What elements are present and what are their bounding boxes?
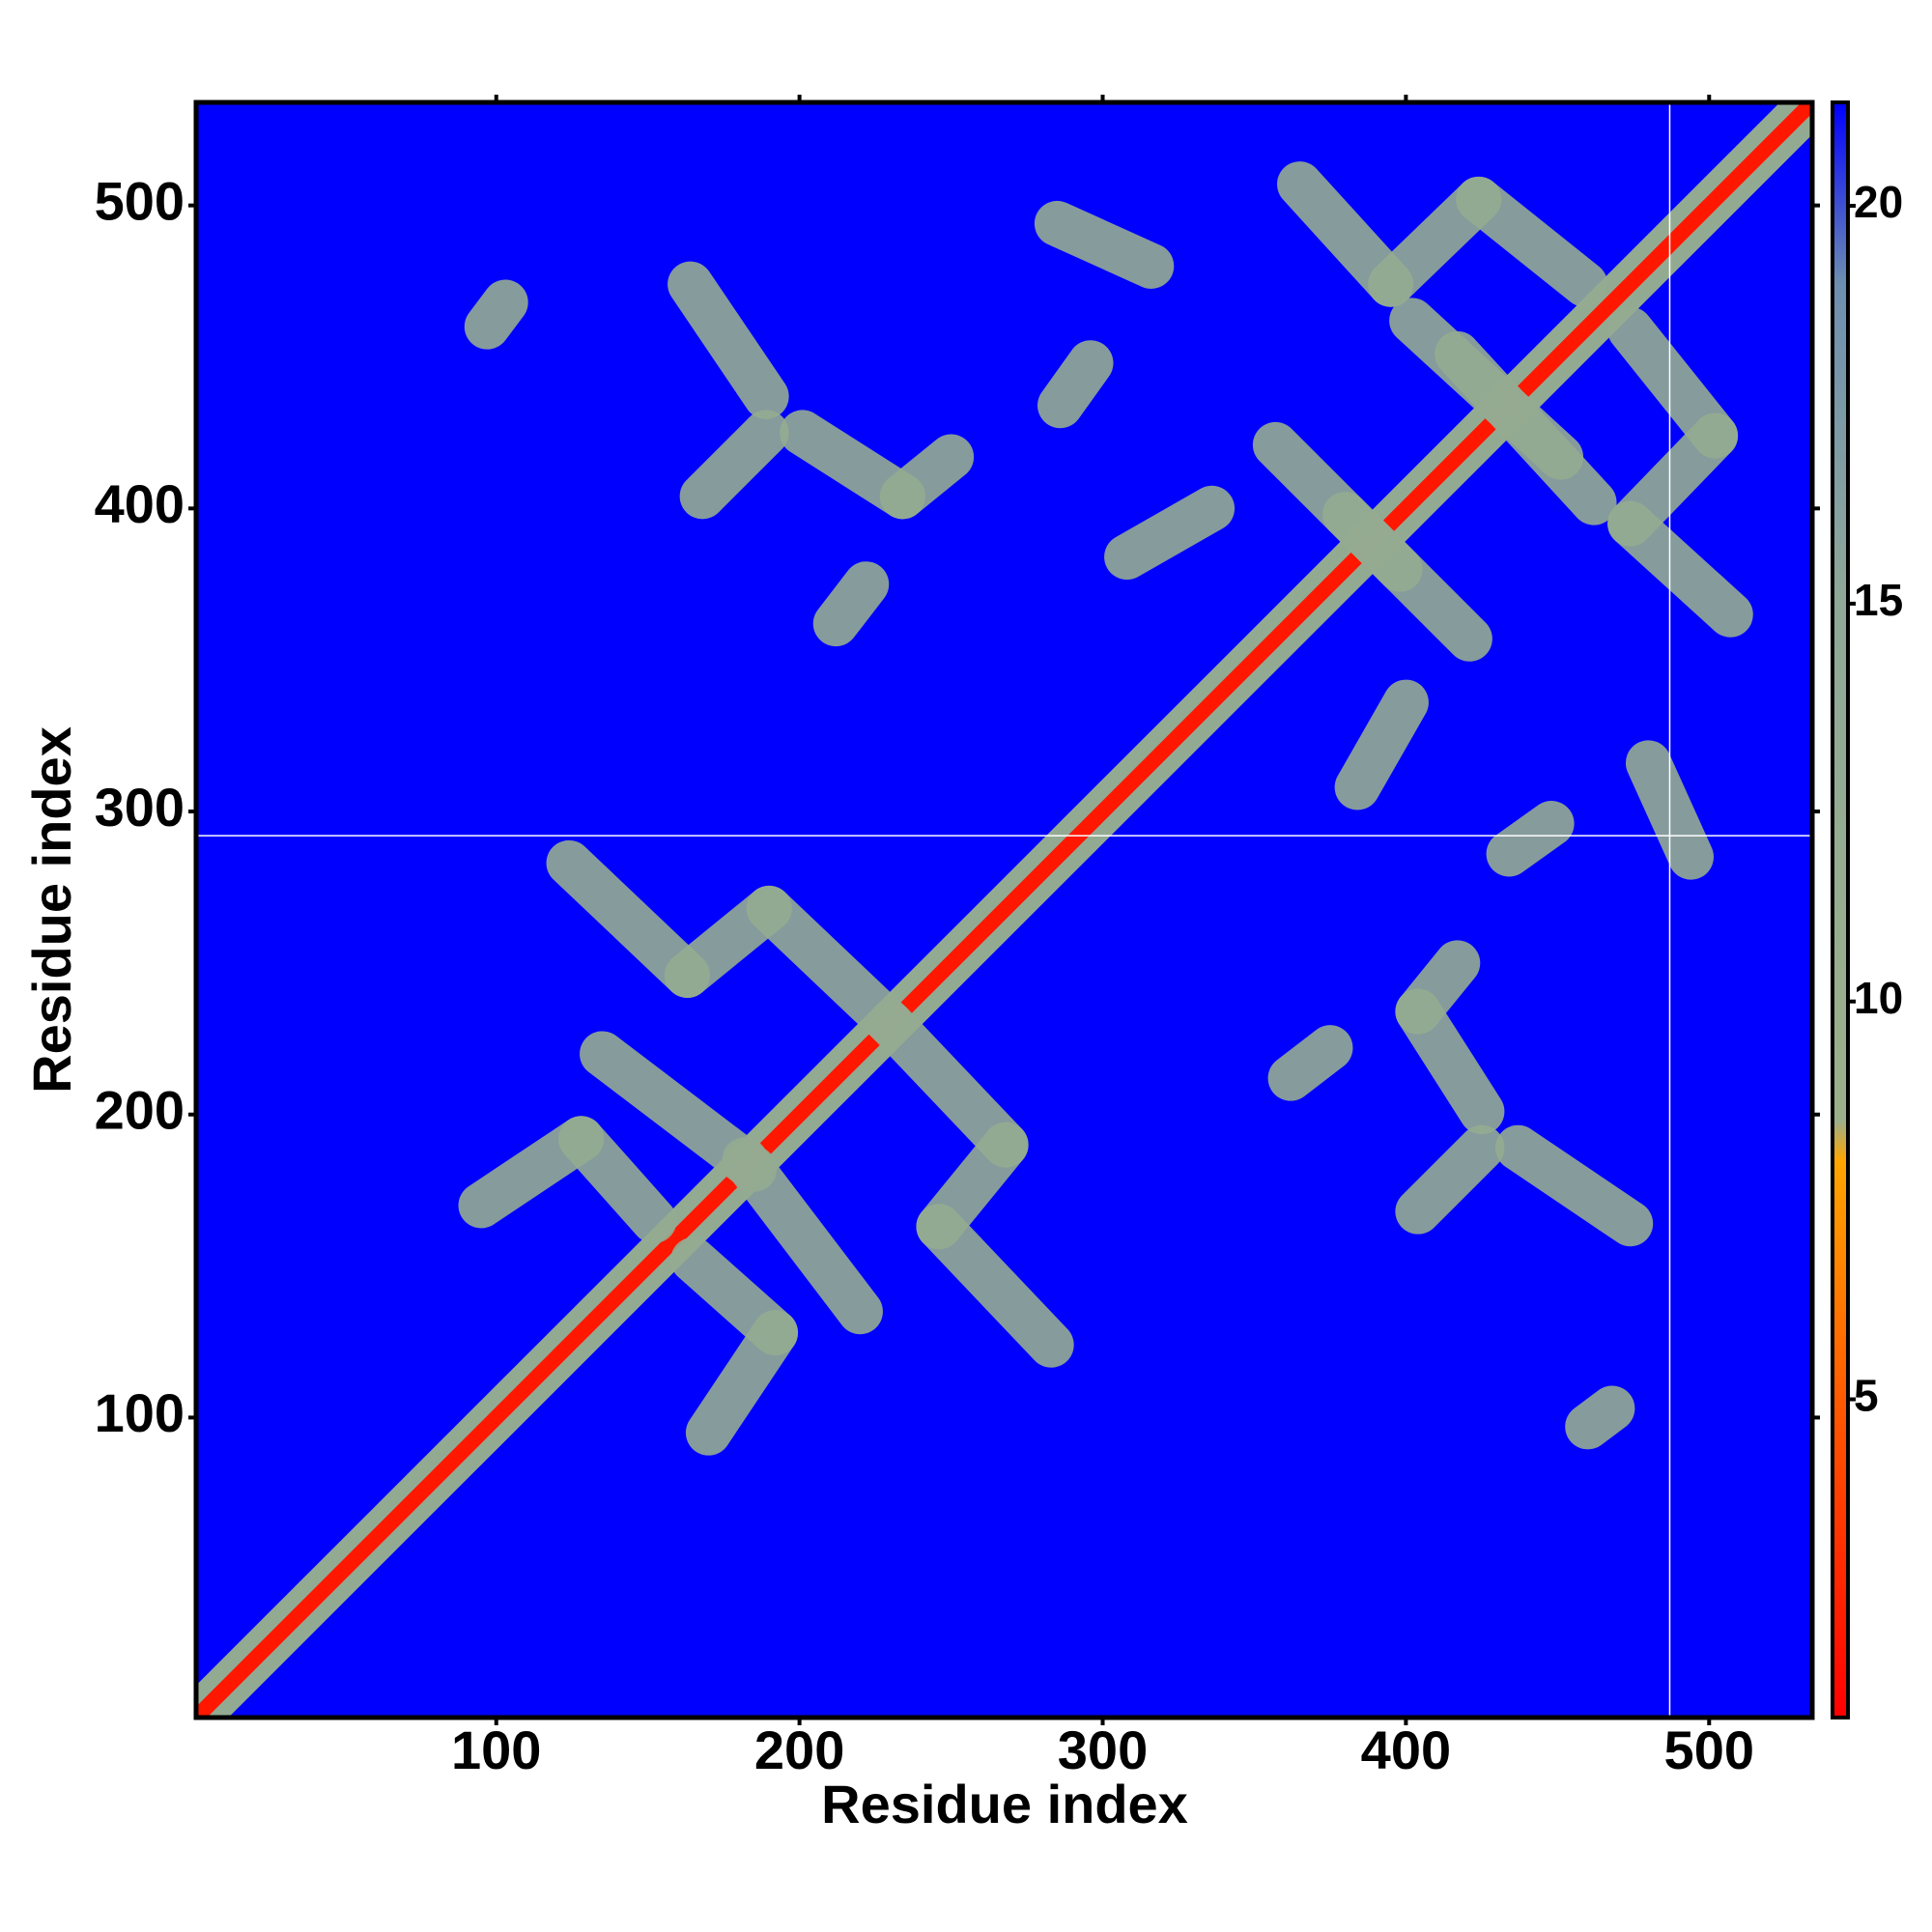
contact-band xyxy=(1395,1124,1505,1235)
contact-band xyxy=(1322,492,1492,662)
x-tick-label: 200 xyxy=(754,1719,844,1780)
contact-band xyxy=(916,1204,1074,1368)
contact-band xyxy=(558,1116,677,1244)
contact-band xyxy=(1395,940,1481,1035)
contact-band xyxy=(812,561,890,647)
y-tick-label: 300 xyxy=(95,777,185,838)
contact-band xyxy=(867,1001,1029,1168)
x-tick-label: 400 xyxy=(1361,1719,1451,1780)
y-tick-label: 400 xyxy=(95,473,185,534)
y-tick-label: 200 xyxy=(95,1080,185,1141)
contact-band xyxy=(1607,306,1739,459)
contact-band xyxy=(196,102,1812,1718)
contact-band xyxy=(1486,801,1575,877)
y-axis-label: Residue index xyxy=(21,726,82,1094)
contact-band xyxy=(1267,1025,1353,1101)
contact-band xyxy=(1334,679,1429,810)
contact-band xyxy=(1104,485,1236,581)
contact-band xyxy=(464,279,528,350)
colorbar xyxy=(1831,100,1850,1719)
contact-band xyxy=(546,839,711,998)
x-axis-label: Residue index xyxy=(821,1774,1188,1834)
contact-band xyxy=(1435,330,1617,526)
colorbar-tick-label: 20 xyxy=(1854,177,1903,227)
plot-area xyxy=(196,102,1812,1718)
x-tick-label: 100 xyxy=(451,1719,541,1780)
contact-band xyxy=(679,410,789,520)
contact-band xyxy=(670,1236,799,1356)
contact-band xyxy=(1565,1385,1635,1450)
contact-band xyxy=(668,261,789,419)
plot-frame xyxy=(193,99,1815,1720)
contact-band xyxy=(722,1137,883,1335)
colorbar-tick-label: 10 xyxy=(1854,973,1903,1023)
y-tick-label: 500 xyxy=(95,170,185,231)
contact-band xyxy=(1456,176,1608,307)
colorbar-tick-label: 5 xyxy=(1854,1371,1879,1421)
contact-band xyxy=(1037,340,1114,429)
contact-band xyxy=(1034,200,1175,289)
y-tick-label: 100 xyxy=(95,1382,185,1443)
contact-band xyxy=(746,885,914,1047)
x-tick-label: 500 xyxy=(1664,1719,1754,1780)
x-tick-label: 300 xyxy=(1058,1719,1148,1780)
colorbar-tick-label: 15 xyxy=(1854,575,1903,625)
contact-band xyxy=(879,434,975,520)
contact-band xyxy=(1494,1124,1654,1247)
